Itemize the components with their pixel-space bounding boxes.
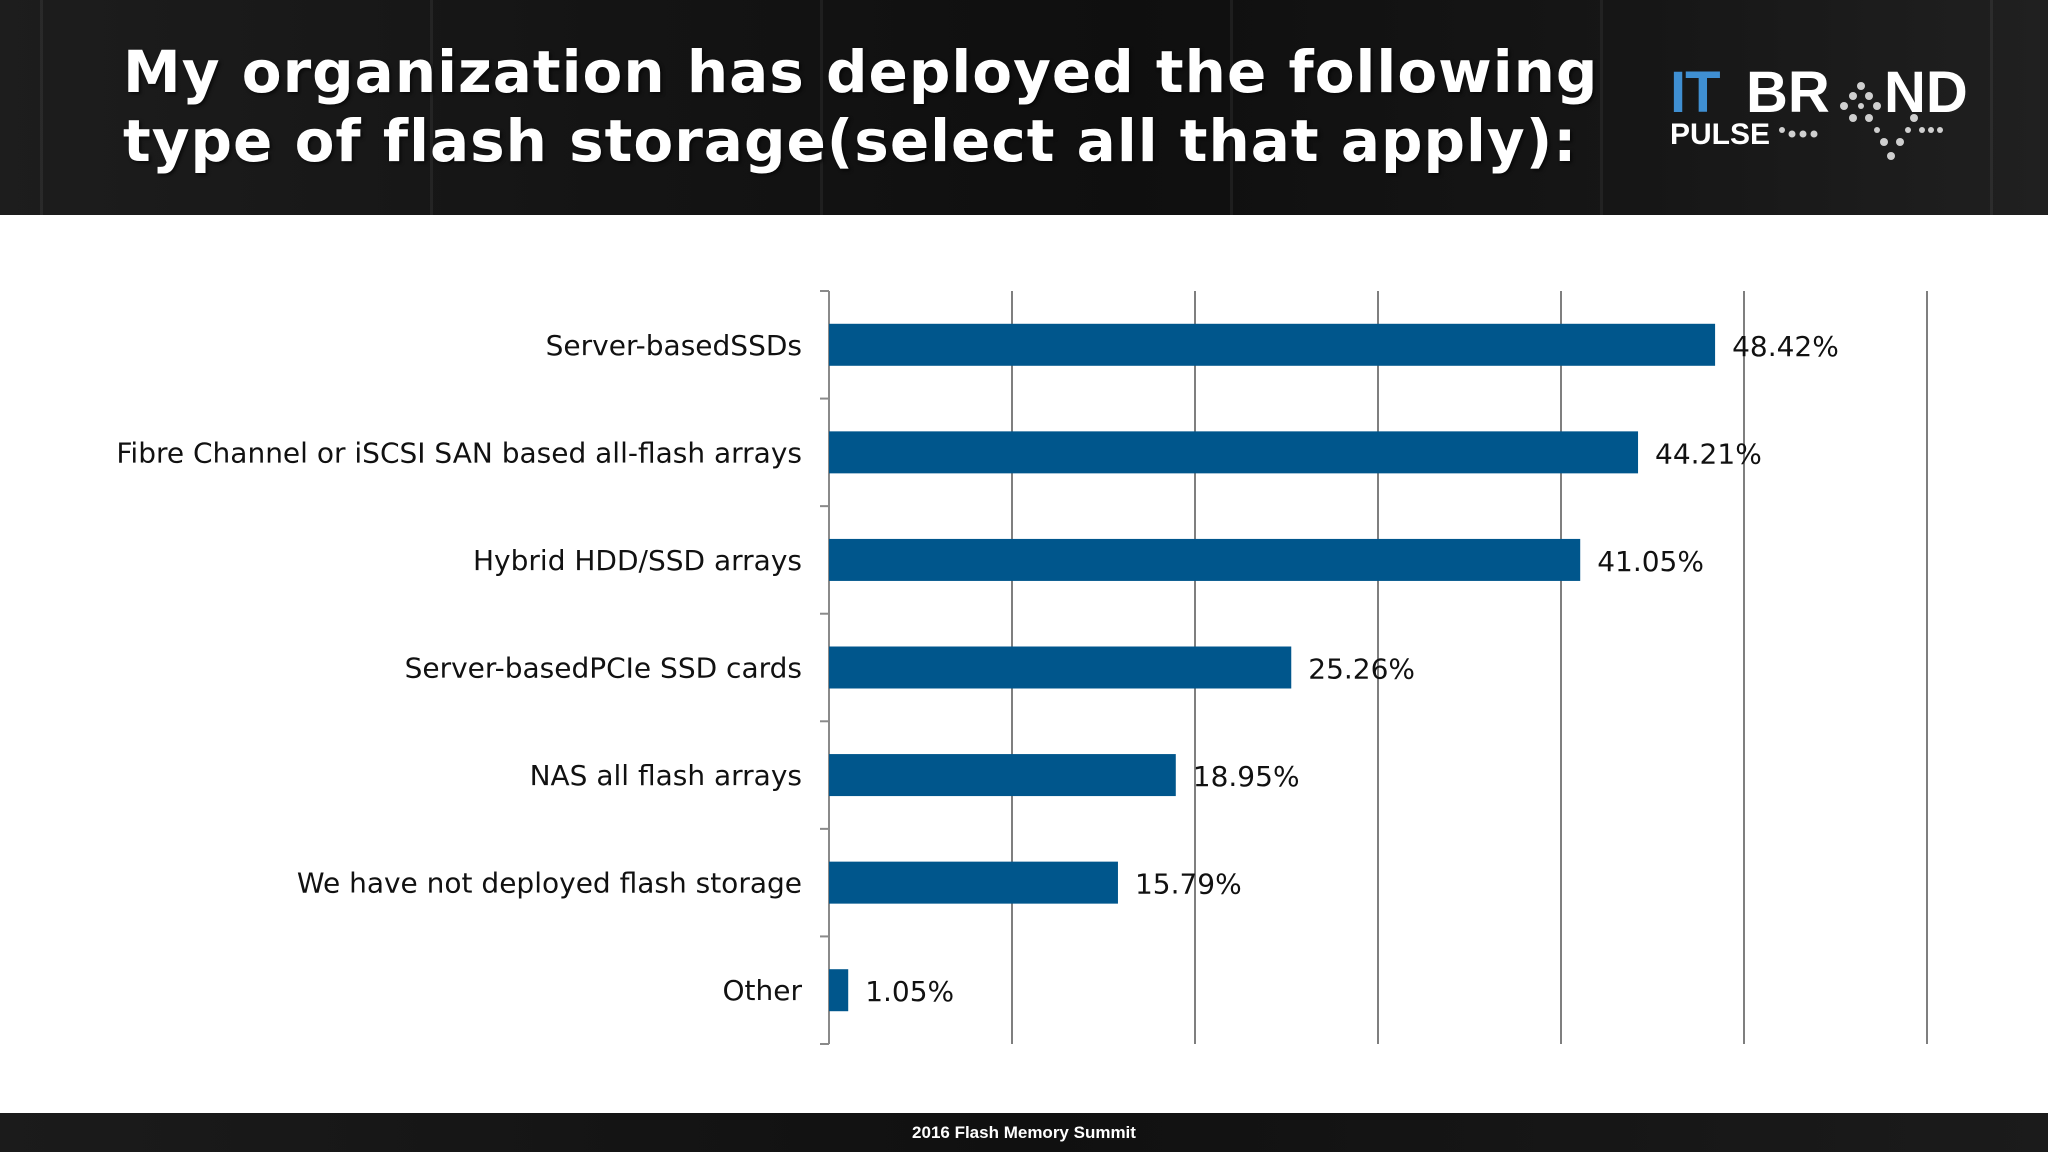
category-label: NAS all flash arrays (530, 759, 802, 792)
rack-decoration (1600, 0, 1603, 215)
logo-dots-a-icon (1840, 82, 1943, 160)
logo-pulse-text: PULSE (1670, 118, 1770, 151)
rack-decoration (1990, 0, 1993, 215)
footer-text: 2016 Flash Memory Summit (912, 1123, 1136, 1142)
value-label: 25.26% (1308, 653, 1415, 686)
bar (829, 323, 1716, 366)
category-label: Other (722, 974, 802, 1007)
bar (829, 861, 1118, 904)
it-brand-pulse-logo: IT BR ND PULSE (1670, 62, 1968, 160)
bar (829, 646, 1292, 689)
chart-area: Server-basedSSDs 48.42% Fibre Channel or i… (0, 215, 2048, 1113)
slide-title-line-1: My organization has deployed the followi… (123, 38, 1599, 106)
rack-decoration (40, 0, 43, 215)
category-label: Hybrid HDD/SSD arrays (473, 544, 802, 577)
category-label: Server-basedSSDs (546, 329, 802, 362)
value-label: 1.05% (865, 975, 954, 1008)
bar (829, 538, 1581, 581)
category-label: Server-basedPCIe SSD cards (405, 652, 802, 685)
rack-decoration (820, 0, 823, 215)
logo-nd-text: ND (1884, 62, 1968, 125)
bar-chart: Server-basedSSDs 48.42% Fibre Channel or i… (116, 290, 1928, 1045)
value-label: 41.05% (1597, 545, 1704, 578)
slide-title: My organization has deployed the followi… (123, 38, 1623, 176)
rack-decoration (1230, 0, 1233, 215)
logo-pulse-dots-icon (1779, 127, 1818, 138)
category-label: We have not deployed flash storage (297, 867, 802, 900)
value-label: 48.42% (1732, 330, 1839, 363)
logo-it-text: IT (1670, 62, 1720, 125)
logo-br-text: BR (1746, 62, 1830, 125)
category-label: Fibre Channel or iSCSI SAN based all-fla… (116, 436, 802, 469)
value-label: 15.79% (1135, 868, 1242, 901)
bar (829, 431, 1639, 474)
slide-title-line-2: type of flash storage(select all that ap… (123, 107, 1578, 175)
footer-bar: 2016 Flash Memory Summit (0, 1113, 2048, 1152)
value-label: 18.95% (1193, 760, 1300, 793)
bar (829, 969, 849, 1012)
header-banner: My organization has deployed the followi… (0, 0, 2048, 215)
bar (829, 754, 1176, 797)
value-label: 44.21% (1655, 437, 1762, 470)
rack-decoration (430, 0, 433, 215)
